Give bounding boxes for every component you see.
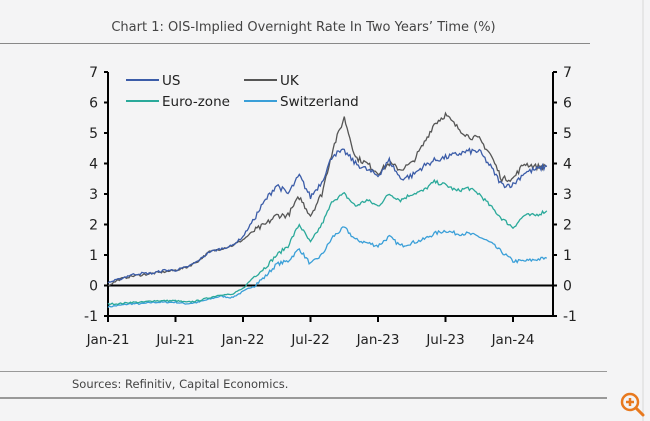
y-tick-label-right: 0 [563,279,572,295]
legend-label: UK [280,73,300,89]
x-tick-label: Jul-23 [425,332,464,348]
y-tick-label-right: 6 [563,96,572,112]
y-tick-label-right: 1 [563,248,572,264]
legend-label: US [162,73,180,89]
x-tick-label: Jan-23 [356,332,400,348]
series-line-euro-zone [107,178,548,306]
zoom-in-icon[interactable] [619,391,645,417]
y-tick-label-right: 3 [563,187,572,203]
y-tick-label-right: 7 [563,65,572,81]
x-tick-label: Jan-22 [221,332,265,348]
divider [0,43,590,44]
y-tick-label: -1 [84,309,98,325]
x-tick-label: Jul-22 [290,332,329,348]
y-tick-label: 5 [89,126,98,142]
y-tick-label: 1 [89,248,98,264]
series-line-uk [107,111,548,286]
y-tick-label: 7 [89,65,98,81]
x-tick-label: Jan-24 [491,332,535,348]
y-tick-label-right: 2 [563,218,572,234]
scrollbar[interactable] [642,0,644,421]
chart-source: Sources: Refinitiv, Capital Economics. [72,377,289,391]
chart-title: Chart 1: OIS-Implied Overnight Rate In T… [111,20,496,35]
x-tick-label: Jan-21 [86,332,130,348]
divider [0,371,607,372]
series-line-switzerland [107,226,548,309]
line-chart: -1 -1 0 0 1 1 2 2 3 3 4 4 5 5 6 6 7 7 Jan-21 Jul-21 Jan-22 Ju… [84,65,577,348]
y-tick-label: 0 [89,279,98,295]
y-tick-label-right: 5 [563,126,572,142]
y-tick-label-right: -1 [563,309,577,325]
y-tick-label: 6 [89,96,98,112]
y-tick-label: 4 [89,157,98,173]
legend-label: Switzerland [280,94,359,110]
x-tick-label: Jul-21 [155,332,194,348]
y-tick-label: 3 [89,187,98,203]
legend-label: Euro-zone [162,94,230,110]
y-tick-label: 2 [89,218,98,234]
series-line-us [107,147,548,284]
divider [0,397,607,399]
y-tick-label-right: 4 [563,157,572,173]
